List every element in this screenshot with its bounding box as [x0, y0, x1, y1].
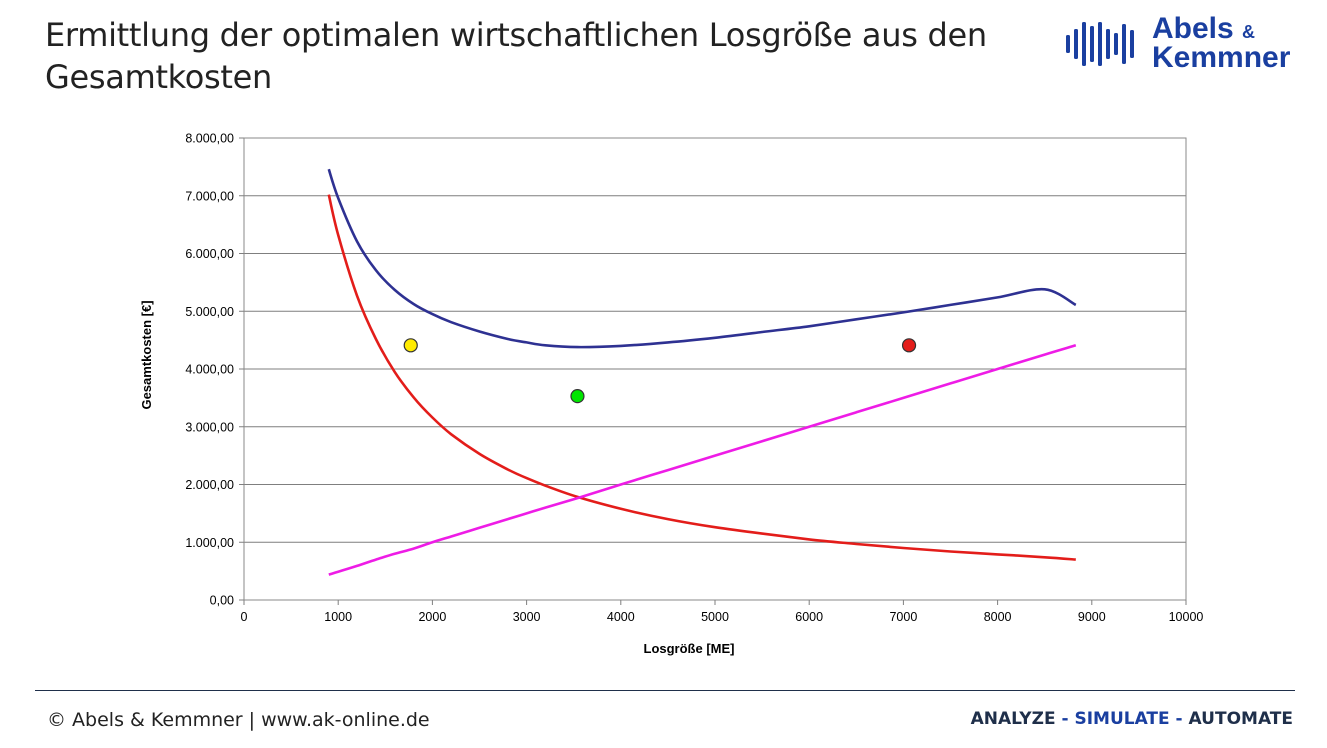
logo-mark-icon: [1066, 22, 1134, 66]
y-tick-label: 4.000,00: [185, 363, 234, 377]
logo-wordmark: Abels & Kemmner: [1152, 14, 1291, 74]
footer-divider: [35, 690, 1295, 691]
series-lines: [327, 168, 1077, 576]
tagline-part-3: SIMULATE: [1074, 709, 1170, 729]
marker-point-3: [901, 338, 917, 353]
x-tick-label: 6000: [795, 610, 823, 624]
series-line-3: [328, 344, 1077, 576]
y-tick-label: 3.000,00: [185, 420, 234, 434]
logo-bar: [1082, 22, 1086, 66]
x-axis-ticks: 0 1000 2000 3000 4000 5000 6000 7000 8000 9000 100…: [241, 600, 1204, 624]
y-tick-label: 5.000,00: [185, 305, 234, 319]
x-tick-label: 2000: [418, 610, 446, 624]
y-tick-label: 8.000,00: [185, 132, 234, 146]
footer-tagline: ANALYZE - SIMULATE - AUTOMATE: [971, 709, 1293, 729]
tagline-part-4: -: [1169, 709, 1189, 729]
x-tick-label: 1000: [324, 610, 352, 624]
slide-title: Ermittlung der optimalen wirtschaftliche…: [45, 14, 1025, 98]
cost-chart: 0,00 1.000,00 2.000,00 3.000,00 4.000,00 5.00…: [139, 132, 1204, 657]
series-line-2: [327, 194, 1076, 561]
x-tick-label: 10000: [1169, 610, 1204, 624]
x-tick-label: 8000: [984, 610, 1012, 624]
y-tick-label: 0,00: [210, 594, 234, 608]
x-tick-label: 5000: [701, 610, 729, 624]
highlight-markers: [403, 338, 917, 404]
tagline-part-1: ANALYZE: [970, 709, 1056, 729]
x-axis-label: Losgröße [ME]: [644, 641, 735, 656]
logo-text-line-2: Kemmner: [1152, 41, 1291, 74]
logo-bar: [1090, 26, 1094, 62]
y-axis-ticks: 0,00 1.000,00 2.000,00 3.000,00 4.000,00 5.00…: [185, 132, 244, 608]
tagline-part-2: -: [1055, 709, 1075, 729]
y-tick-label: 7.000,00: [185, 189, 234, 203]
logo-bar: [1122, 24, 1126, 64]
logo-text-line-1: Abels: [1152, 12, 1234, 45]
company-logo: Abels & Kemmner: [1062, 14, 1298, 74]
logo-ampersand: &: [1242, 22, 1256, 42]
marker-point-1: [403, 338, 418, 353]
footer-copyright: © Abels & Kemmner | www.ak-online.de: [47, 709, 430, 731]
y-tick-label: 2.000,00: [185, 478, 234, 492]
series-line-1: [327, 168, 1077, 349]
logo-bar: [1098, 22, 1102, 66]
logo-bar: [1114, 33, 1118, 55]
logo-bar: [1130, 30, 1134, 58]
y-axis-label: Gesamtkosten [€]: [139, 300, 154, 409]
logo-bar: [1106, 29, 1110, 59]
logo-bar: [1066, 35, 1070, 53]
slide-title-line-2: Gesamtkosten: [45, 58, 273, 96]
chart-grid: [244, 137, 1186, 601]
x-tick-label: 4000: [607, 610, 635, 624]
x-tick-label: 3000: [513, 610, 541, 624]
x-tick-label: 9000: [1078, 610, 1106, 624]
slide-title-line-1: Ermittlung der optimalen wirtschaftliche…: [45, 16, 987, 54]
x-tick-label: 7000: [889, 610, 917, 624]
logo-bar: [1074, 29, 1078, 59]
marker-point-2: [570, 389, 585, 404]
y-tick-label: 6.000,00: [185, 247, 234, 261]
tagline-part-5: AUTOMATE: [1188, 709, 1293, 729]
y-tick-label: 1.000,00: [185, 536, 234, 550]
x-tick-label: 0: [241, 610, 248, 624]
